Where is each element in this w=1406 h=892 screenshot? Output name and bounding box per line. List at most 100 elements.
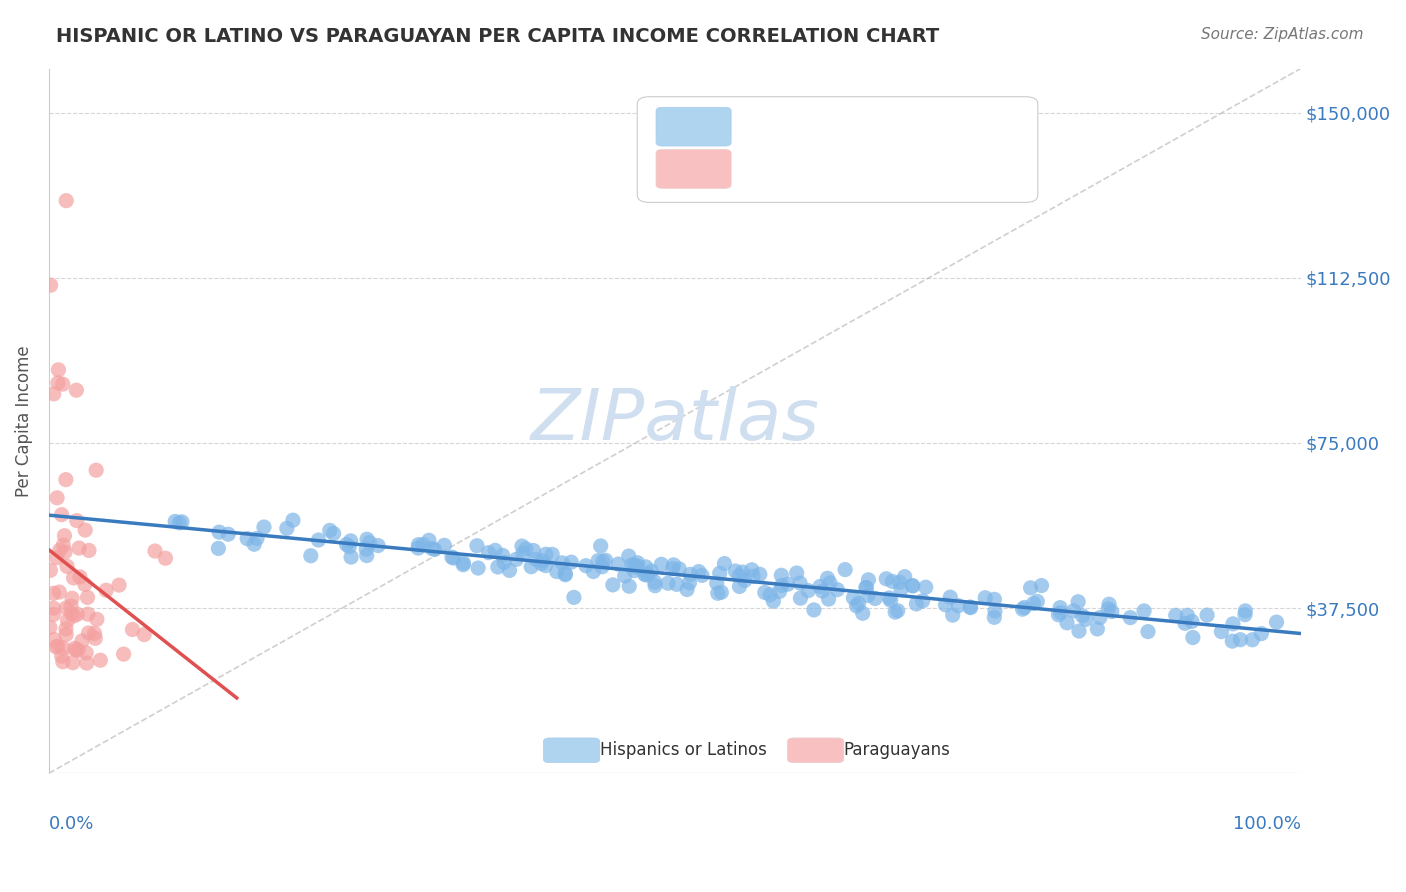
Point bbox=[453, 556, 475, 570]
Point bbox=[76, 607, 98, 621]
Point bbox=[880, 593, 903, 607]
Point bbox=[842, 591, 865, 605]
Point bbox=[728, 579, 751, 593]
Point bbox=[939, 591, 962, 605]
Point bbox=[678, 576, 700, 591]
Point bbox=[1101, 605, 1123, 619]
Point bbox=[522, 543, 544, 558]
Point bbox=[39, 278, 62, 293]
Point bbox=[803, 603, 825, 617]
Point bbox=[688, 565, 710, 579]
Text: ZIPatlas: ZIPatlas bbox=[530, 386, 820, 455]
Point bbox=[607, 557, 630, 571]
Point bbox=[307, 533, 329, 547]
Point bbox=[155, 551, 177, 566]
Point bbox=[86, 612, 108, 626]
Point bbox=[797, 583, 820, 598]
Point bbox=[690, 568, 713, 582]
Point bbox=[890, 582, 912, 597]
Point bbox=[1222, 616, 1244, 631]
Point bbox=[55, 601, 77, 615]
Point bbox=[299, 549, 322, 563]
Point bbox=[208, 525, 231, 540]
Point bbox=[882, 574, 904, 589]
Point bbox=[734, 574, 756, 588]
Point bbox=[1241, 632, 1264, 647]
Point bbox=[534, 558, 557, 573]
Text: R =: R = bbox=[744, 114, 780, 132]
Point bbox=[619, 579, 641, 593]
Point bbox=[356, 533, 378, 547]
Point bbox=[905, 597, 928, 611]
Point bbox=[276, 521, 298, 535]
Point bbox=[724, 564, 747, 578]
Point bbox=[582, 565, 605, 579]
Point bbox=[1049, 606, 1071, 620]
Point bbox=[236, 532, 259, 546]
Point bbox=[789, 576, 811, 591]
Point bbox=[1014, 600, 1036, 615]
Point bbox=[467, 561, 489, 575]
Point bbox=[440, 550, 463, 565]
Point bbox=[48, 363, 70, 377]
Point bbox=[768, 584, 790, 599]
Point bbox=[884, 605, 907, 619]
Text: Source: ZipAtlas.com: Source: ZipAtlas.com bbox=[1201, 27, 1364, 42]
Point bbox=[668, 562, 690, 576]
Point bbox=[1047, 607, 1070, 622]
Point bbox=[418, 533, 440, 548]
Point bbox=[1098, 597, 1121, 611]
Point bbox=[77, 543, 100, 558]
Point bbox=[42, 607, 65, 622]
Point bbox=[412, 538, 434, 552]
Point bbox=[679, 567, 702, 582]
Point bbox=[207, 541, 229, 556]
Point bbox=[644, 579, 666, 593]
Text: Paraguayans: Paraguayans bbox=[844, 741, 950, 759]
Point bbox=[914, 580, 936, 594]
Point bbox=[834, 563, 856, 577]
Point bbox=[959, 600, 981, 615]
Point bbox=[112, 647, 135, 661]
Point bbox=[451, 558, 474, 572]
Point bbox=[676, 582, 699, 597]
Point bbox=[770, 568, 793, 582]
Point bbox=[626, 560, 648, 574]
Point bbox=[620, 558, 643, 572]
Point bbox=[1011, 602, 1033, 616]
Point bbox=[38, 620, 60, 634]
Point bbox=[541, 547, 564, 561]
Point bbox=[1067, 624, 1090, 638]
Point bbox=[742, 569, 765, 583]
Point bbox=[984, 604, 1007, 618]
Point bbox=[863, 591, 886, 606]
Point bbox=[650, 558, 672, 572]
Point bbox=[63, 641, 86, 656]
Point bbox=[84, 463, 107, 477]
Point bbox=[983, 610, 1005, 624]
Point bbox=[1233, 607, 1256, 622]
Point bbox=[108, 578, 131, 592]
Point bbox=[911, 594, 934, 608]
Point bbox=[170, 515, 193, 529]
Point bbox=[623, 564, 645, 578]
Point bbox=[1220, 634, 1243, 648]
Point bbox=[48, 585, 70, 599]
Point bbox=[855, 580, 877, 594]
Point bbox=[710, 585, 733, 599]
Point bbox=[1164, 608, 1187, 623]
Point bbox=[776, 577, 799, 591]
Point bbox=[1071, 608, 1094, 623]
FancyBboxPatch shape bbox=[637, 96, 1038, 202]
Point bbox=[1211, 624, 1233, 639]
Point bbox=[52, 640, 75, 655]
Point bbox=[644, 575, 666, 590]
Point bbox=[39, 563, 62, 577]
Point bbox=[633, 567, 655, 582]
Point bbox=[77, 626, 100, 640]
Point bbox=[46, 639, 69, 653]
Point bbox=[42, 586, 65, 600]
Point bbox=[51, 649, 73, 664]
Text: R =: R = bbox=[744, 154, 780, 173]
Point bbox=[1133, 604, 1156, 618]
